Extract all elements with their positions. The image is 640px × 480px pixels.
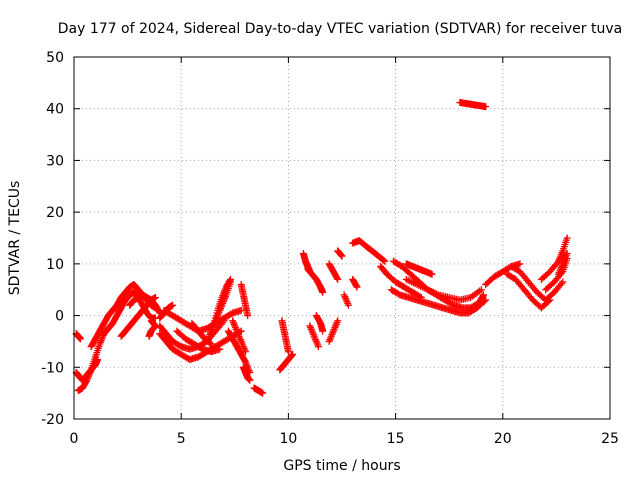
series-pass-15: [205, 278, 235, 340]
series-pass-20: [250, 384, 267, 397]
data-point: [380, 256, 388, 264]
series-pass-13: [188, 319, 215, 348]
data-point: [352, 282, 360, 290]
series-pass-17: [229, 317, 250, 356]
x-tick-label: 10: [279, 431, 297, 447]
data-point: [206, 339, 214, 347]
series-pass-21: [276, 350, 297, 374]
series-pass-25: [306, 322, 322, 351]
series-pass-23: [304, 265, 327, 296]
series-pass-44: [555, 250, 571, 278]
data-point: [480, 291, 488, 299]
data-point: [216, 345, 224, 353]
data-point: [145, 332, 153, 340]
data-point: [334, 275, 342, 283]
data-layer: [72, 99, 571, 397]
plot-frame: [73, 56, 611, 420]
data-point: [207, 340, 215, 348]
series-pass-31: [349, 275, 361, 291]
data-point: [242, 348, 250, 356]
data-point: [381, 257, 389, 265]
data-point: [259, 389, 267, 397]
series-pass-19: [239, 363, 254, 384]
x-tick-label: 5: [177, 431, 186, 447]
series-pass-22: [278, 317, 292, 356]
data-point: [482, 103, 490, 111]
series-pass-12: [173, 327, 224, 356]
data-point: [288, 351, 296, 359]
y-tick-label: 10: [46, 257, 64, 273]
data-point: [241, 357, 249, 365]
data-point: [244, 312, 252, 320]
data-point: [151, 293, 159, 301]
data-point: [559, 278, 567, 286]
data-point: [319, 288, 327, 296]
data-point: [353, 283, 361, 291]
data-point: [319, 327, 327, 335]
data-point: [563, 250, 571, 258]
series-pass-38: [456, 99, 490, 111]
data-point: [284, 348, 292, 356]
data-point: [479, 292, 487, 300]
data-point: [289, 350, 297, 358]
axis-ticks: 0 5 10 15 20 25 -20 -10 0 10 20 30 40 50: [41, 50, 619, 447]
series-pass-04: [87, 281, 159, 351]
series-pass-18: [237, 281, 252, 320]
series-pass-34: [387, 286, 490, 317]
series-pass-27: [325, 260, 342, 283]
data-point: [337, 251, 345, 259]
chart-title: Day 177 of 2024, Sidereal Day-to-day VTE…: [58, 21, 622, 37]
series-pass-01: [72, 330, 84, 343]
data-point: [516, 260, 524, 268]
series-pass-36: [402, 275, 485, 304]
data-point: [169, 301, 177, 309]
data-point: [428, 270, 436, 278]
series-pass-30: [340, 291, 352, 309]
x-tick-label: 0: [70, 431, 79, 447]
data-point: [82, 378, 90, 386]
series-pass-26: [312, 312, 327, 335]
y-tick-label: -10: [41, 360, 64, 376]
series-pass-42: [537, 234, 571, 283]
data-point: [563, 234, 571, 242]
series-pass-24: [299, 250, 314, 276]
series-pass-11: [156, 301, 177, 322]
x-axis-label: GPS time / hours: [283, 458, 400, 474]
x-tick-label: 25: [601, 431, 619, 447]
series-pass-28: [325, 317, 342, 345]
x-tick-label: 15: [387, 431, 405, 447]
data-point: [227, 278, 235, 286]
y-tick-label: 30: [46, 153, 64, 169]
data-point: [306, 268, 314, 276]
series-pass-29: [334, 247, 346, 260]
data-point: [334, 317, 342, 325]
grid: [74, 57, 610, 419]
series-pass-33: [377, 262, 425, 301]
data-point: [477, 286, 485, 294]
x-tick-label: 20: [494, 431, 512, 447]
y-tick-label: 0: [55, 309, 64, 325]
data-point: [76, 335, 84, 343]
y-tick-label: -20: [41, 412, 64, 428]
y-tick-label: 50: [46, 50, 64, 66]
y-tick-label: 20: [46, 205, 64, 221]
data-point: [338, 252, 346, 260]
y-tick-label: 40: [46, 102, 64, 118]
data-point: [246, 376, 254, 384]
series-pass-06: [126, 291, 164, 317]
series-pass-07: [145, 317, 159, 340]
data-point: [333, 274, 341, 282]
data-point: [344, 301, 352, 309]
series-pass-37: [402, 260, 436, 278]
series-pass-32: [349, 237, 389, 265]
series-pass-41: [507, 262, 567, 304]
data-point: [314, 343, 322, 351]
y-axis-label: SDTVAR / TECUs: [7, 181, 23, 296]
